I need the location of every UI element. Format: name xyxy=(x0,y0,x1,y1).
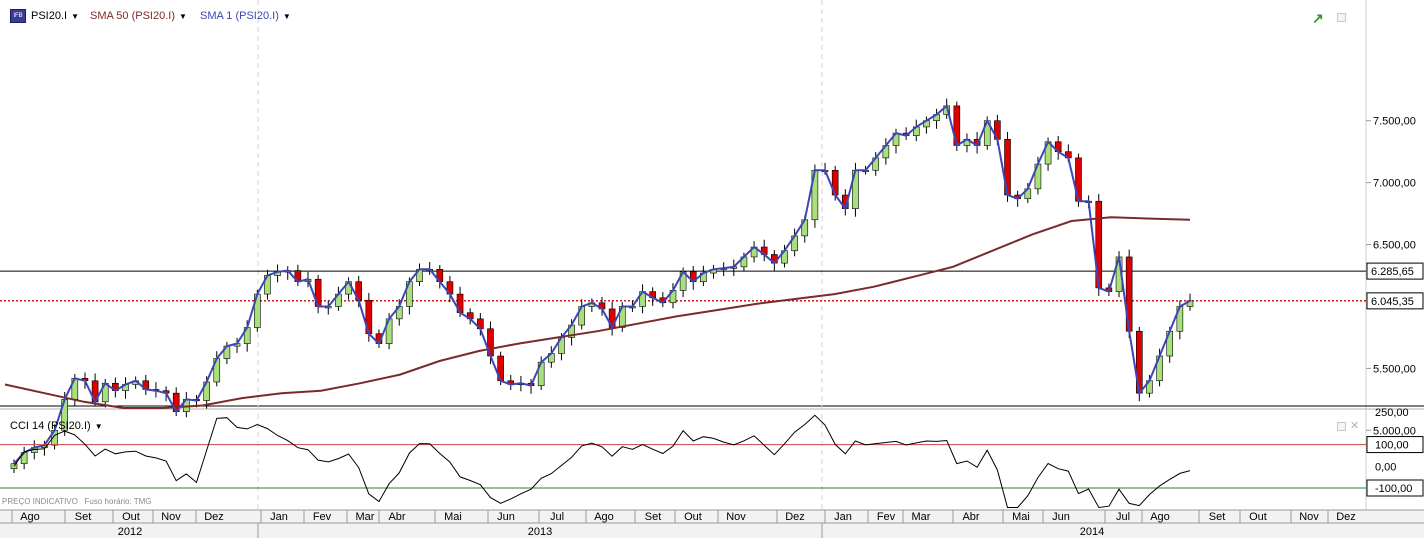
month-label: Out xyxy=(122,511,140,523)
month-label: Nov xyxy=(1299,511,1319,523)
sma1-label: SMA 1 (PSI20.I) xyxy=(200,10,279,22)
cci-legend[interactable]: CCI 14 (PSI20.I) ▼ xyxy=(10,418,103,434)
cci-tick-label: -100,00 xyxy=(1375,483,1412,495)
month-label: Dez xyxy=(785,511,805,523)
price-mode-label: PREÇO INDICATIVO xyxy=(2,497,78,506)
chart-footer: PREÇO INDICATIVO Fuso horário: TMG xyxy=(2,497,152,506)
cci-label: CCI 14 (PSI20.I) xyxy=(10,420,91,432)
cci-line xyxy=(13,414,1191,509)
year-label: 2014 xyxy=(1080,526,1104,538)
month-label: Ago xyxy=(1150,511,1170,523)
month-label: Jul xyxy=(1116,511,1130,523)
price-level-box xyxy=(1366,292,1424,310)
chevron-down-icon[interactable]: ▼ xyxy=(178,11,187,21)
price-level-box xyxy=(1366,262,1424,280)
chevron-down-icon[interactable]: ▼ xyxy=(94,421,103,431)
month-label: Jan xyxy=(834,511,852,523)
month-label: Jun xyxy=(1052,511,1070,523)
instrument-icon: IFB xyxy=(10,9,26,23)
month-label: Mai xyxy=(1012,511,1030,523)
month-label: Ago xyxy=(20,511,40,523)
month-label: Mai xyxy=(444,511,462,523)
sma1-line xyxy=(13,104,1191,465)
y-tick-label: 7.000,00 xyxy=(1373,178,1416,190)
sma50-label: SMA 50 (PSI20.I) xyxy=(90,10,175,22)
month-label: Jun xyxy=(497,511,515,523)
month-label: Abr xyxy=(388,511,405,523)
price-level-label: 6.285,65 xyxy=(1371,266,1414,278)
year-label: 2012 xyxy=(118,526,142,538)
year-label: 2013 xyxy=(528,526,552,538)
cci-level-box xyxy=(1366,436,1424,454)
month-label: Mar xyxy=(912,511,931,523)
symbol-selector[interactable]: IFB PSI20.I ▼ xyxy=(10,8,79,24)
symbol-label: PSI20.I xyxy=(31,10,68,22)
month-label: Set xyxy=(1209,511,1226,523)
month-label: Dez xyxy=(1336,511,1356,523)
cci-tick-label: 0,00 xyxy=(1375,461,1396,473)
month-label: Ago xyxy=(594,511,614,523)
month-label: Out xyxy=(684,511,702,523)
cci-tick-label: 250,00 xyxy=(1375,407,1409,419)
y-tick-label: 5.500,00 xyxy=(1373,363,1416,375)
sma50-legend[interactable]: SMA 50 (PSI20.I) ▼ xyxy=(90,8,187,24)
month-label: Out xyxy=(1249,511,1267,523)
time-axis-band xyxy=(0,510,1424,538)
month-label: Fev xyxy=(313,511,332,523)
cci-level-box xyxy=(1366,479,1424,497)
month-label: Nov xyxy=(161,511,181,523)
price-level-label: 6.045,35 xyxy=(1371,296,1414,308)
month-label: Set xyxy=(75,511,92,523)
sma1-legend[interactable]: SMA 1 (PSI20.I) ▼ xyxy=(200,8,291,24)
sma50-line xyxy=(4,216,1191,409)
chevron-down-icon[interactable]: ▼ xyxy=(71,11,79,21)
close-icon[interactable]: ✕ xyxy=(1350,420,1360,432)
month-label: Fev xyxy=(877,511,896,523)
trend-arrow-icon[interactable]: ↗ xyxy=(1312,10,1324,26)
chevron-down-icon[interactable]: ▼ xyxy=(282,11,291,21)
month-label: Dez xyxy=(204,511,224,523)
month-label: Abr xyxy=(962,511,979,523)
y-tick-label: 7.500,00 xyxy=(1373,116,1416,128)
cci-tick-label: 100,00 xyxy=(1375,440,1409,452)
restore-icon[interactable] xyxy=(1337,422,1346,431)
maximize-icon[interactable] xyxy=(1337,13,1346,22)
month-label: Set xyxy=(645,511,662,523)
month-label: Nov xyxy=(726,511,746,523)
timezone-label: Fuso horário: TMG xyxy=(84,497,152,506)
y-tick-label: 6.500,00 xyxy=(1373,240,1416,252)
y-tick-label: 5.000,00 xyxy=(1373,425,1416,437)
month-label: Jan xyxy=(270,511,288,523)
month-label: Jul xyxy=(550,511,564,523)
month-label: Mar xyxy=(356,511,375,523)
